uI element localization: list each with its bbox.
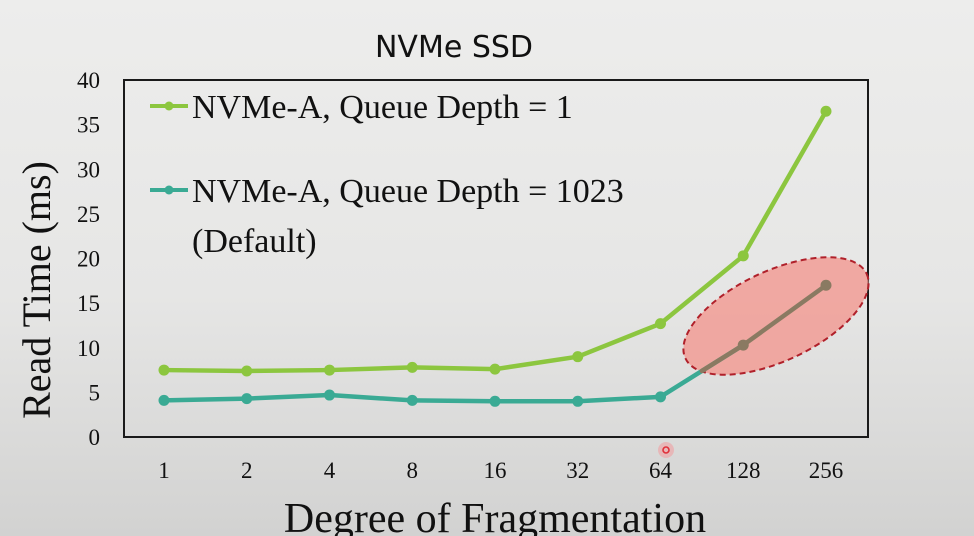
legend-label-qd1: NVMe-A, Queue Depth = 1 — [192, 89, 573, 126]
data-point-marker — [489, 363, 501, 375]
legend-label-qd1023: NVMe-A, Queue Depth = 1023 — [192, 173, 624, 210]
y-tick-label: 0 — [89, 425, 101, 450]
plot-area-frame — [123, 79, 869, 438]
x-tick-label: 16 — [484, 458, 507, 483]
y-tick-label: 10 — [77, 336, 100, 361]
series-layer — [158, 105, 832, 407]
data-point-marker — [737, 339, 749, 351]
x-tick-label: 32 — [566, 458, 589, 483]
y-tick-label: 25 — [77, 202, 100, 227]
legend-item-qd1: NVMe-A, Queue Depth = 1 — [150, 89, 573, 126]
legend-marker-icon — [164, 185, 174, 195]
y-axis-ticks: 0 5 10 15 20 25 30 35 40 — [77, 68, 100, 450]
legend-item-qd1023: NVMe-A, Queue Depth = 1023 (Default) — [150, 173, 624, 260]
x-axis-ticks: 1 2 4 8 16 32 64 128 256 — [158, 458, 843, 483]
data-point-marker — [324, 389, 335, 401]
data-point-marker — [241, 365, 253, 377]
data-point-marker — [820, 279, 832, 291]
x-axis-label: Degree of Fragmentation — [284, 496, 706, 536]
series-0 — [158, 105, 832, 377]
x-tick-label: 2 — [241, 458, 253, 483]
data-point-marker — [572, 395, 584, 407]
data-point-marker — [572, 351, 584, 363]
legend-label-qd1023-suffix: (Default) — [192, 223, 317, 260]
chart-title: NVMe SSD — [375, 30, 533, 65]
y-axis-label: Read Time (ms) — [14, 161, 59, 419]
series-1 — [158, 279, 832, 407]
data-point-marker — [241, 393, 253, 405]
data-point-marker — [489, 395, 501, 407]
data-point-marker — [406, 361, 418, 373]
x-tick-label: 64 — [649, 458, 673, 483]
y-tick-label: 15 — [77, 291, 100, 316]
y-tick-label: 30 — [77, 157, 100, 182]
data-point-marker — [406, 394, 418, 406]
legend-marker-icon — [164, 101, 174, 111]
y-tick-label: 35 — [77, 113, 100, 138]
x-tick-label: 256 — [809, 458, 844, 483]
data-point-marker — [655, 391, 666, 403]
data-point-marker — [158, 394, 170, 406]
data-point-marker — [324, 364, 335, 376]
data-point-marker — [820, 105, 832, 117]
x-tick-label: 128 — [726, 458, 761, 483]
y-tick-label: 5 — [89, 380, 101, 405]
x-tick-label: 1 — [158, 458, 170, 483]
data-point-marker — [655, 318, 666, 330]
cursor-pointer-icon — [658, 442, 674, 458]
x-tick-label: 4 — [324, 458, 336, 483]
data-point-marker — [737, 250, 749, 262]
legend: NVMe-A, Queue Depth = 1 NVMe-A, Queue De… — [150, 89, 624, 260]
x-tick-label: 8 — [407, 458, 419, 483]
y-tick-label: 40 — [77, 68, 100, 93]
y-tick-label: 20 — [77, 247, 100, 272]
data-point-marker — [158, 364, 170, 376]
